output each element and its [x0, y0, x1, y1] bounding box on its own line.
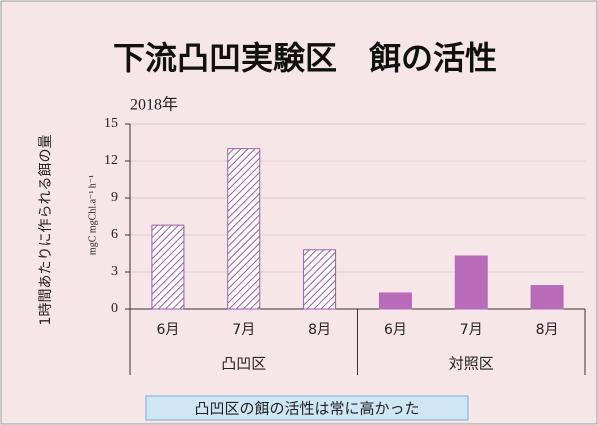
y-tick-label: 6 — [111, 227, 118, 242]
bar — [303, 249, 337, 310]
x-tick-label: 7月 — [232, 322, 255, 338]
bar — [530, 285, 564, 310]
bar — [378, 292, 412, 310]
chart-title: 下流凸凹実験区 餌の活性 — [113, 39, 497, 77]
x-tick-label: 8月 — [308, 322, 331, 338]
callout-text: 凸凹区の餌の活性は常に高かった — [194, 400, 419, 418]
y-axis-unit: mgC mgChl.a⁻¹ h⁻¹ — [87, 175, 98, 255]
x-tick-label: 6月 — [156, 322, 179, 338]
bar — [151, 224, 185, 310]
group-label: 凸凹区 — [221, 355, 266, 373]
x-tick-label: 8月 — [536, 322, 559, 338]
x-tick-label: 6月 — [384, 322, 407, 338]
bar — [454, 255, 488, 310]
y-tick-label: 3 — [111, 264, 118, 279]
bar — [227, 148, 261, 310]
callout-box — [145, 395, 469, 421]
y-tick-label: 0 — [111, 301, 118, 316]
y-tick-label: 12 — [104, 153, 118, 168]
x-tick-label: 7月 — [460, 322, 483, 338]
group-label: 対照区 — [449, 355, 494, 373]
y-tick-label: 15 — [104, 116, 118, 131]
y-tick-label: 9 — [111, 190, 118, 205]
y-axis-label: 1時間あたりに作られる餌の量 — [37, 135, 54, 326]
subtitle: 2018年 — [130, 96, 178, 114]
